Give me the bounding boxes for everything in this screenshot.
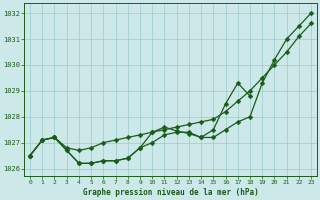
X-axis label: Graphe pression niveau de la mer (hPa): Graphe pression niveau de la mer (hPa): [83, 188, 259, 197]
